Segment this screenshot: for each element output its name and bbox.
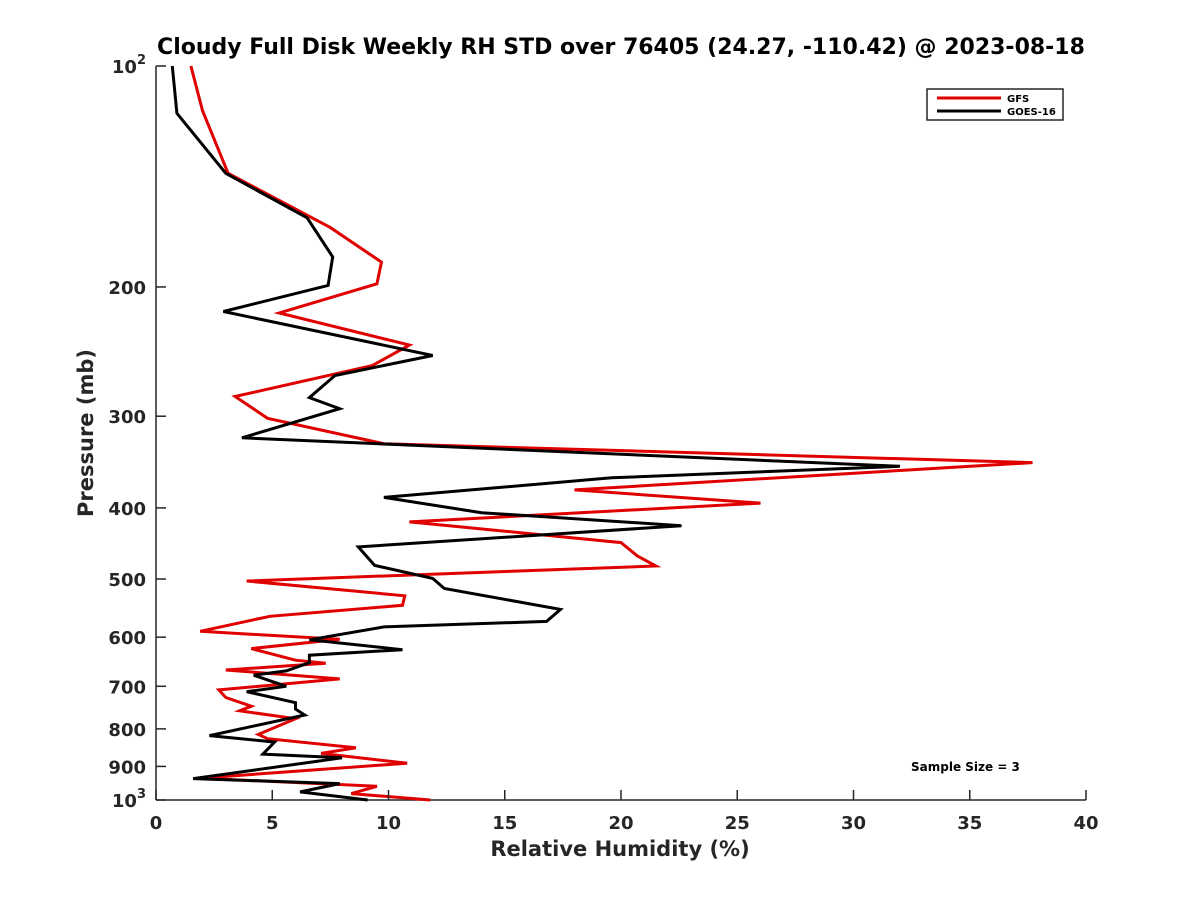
y-tick-label: 200 — [108, 278, 146, 299]
x-axis-label: Relative Humidity (%) — [490, 837, 749, 861]
y-tick-label: 800 — [108, 720, 146, 741]
plot-area — [155, 65, 1086, 802]
y-tick-label: 500 — [108, 570, 146, 591]
x-tick-label: 0 — [150, 813, 163, 834]
x-tick-label: 30 — [841, 813, 866, 834]
x-tick-label: 40 — [1073, 813, 1098, 834]
y-tick-label: 600 — [108, 628, 146, 649]
y-tick-label: 900 — [108, 757, 146, 778]
y-tick-label: 102 — [112, 53, 146, 78]
legend-label-goes-16: GOES-16 — [1007, 107, 1056, 118]
y-axis-label: Pressure (mb) — [74, 349, 98, 517]
y-axis: 102 200 300 400 500 600 700 800 900 103 — [108, 53, 166, 812]
x-tick-label: 10 — [376, 813, 401, 834]
series-line-goes-16 — [170, 65, 901, 802]
y-tick-label: 700 — [108, 677, 146, 698]
y-tick-label: 103 — [112, 787, 146, 812]
x-tick-label: 25 — [725, 813, 750, 834]
y-tick-label: 300 — [108, 407, 146, 428]
x-tick-label: 5 — [266, 813, 279, 834]
chart-title: Cloudy Full Disk Weekly RH STD over 7640… — [157, 35, 1085, 60]
sample-size-annotation: Sample Size = 3 — [911, 760, 1020, 774]
x-tick-label: 35 — [957, 813, 982, 834]
x-axis: 0 5 10 15 20 25 30 35 40 — [150, 790, 1099, 834]
x-tick-label: 20 — [608, 813, 633, 834]
legend-box — [926, 88, 1064, 121]
legend: GFS GOES-16 — [926, 88, 1064, 121]
legend-label-gfs: GFS — [1007, 94, 1029, 105]
x-tick-label: 15 — [492, 813, 517, 834]
y-tick-label: 400 — [108, 499, 146, 520]
series-line-gfs — [189, 65, 1033, 802]
